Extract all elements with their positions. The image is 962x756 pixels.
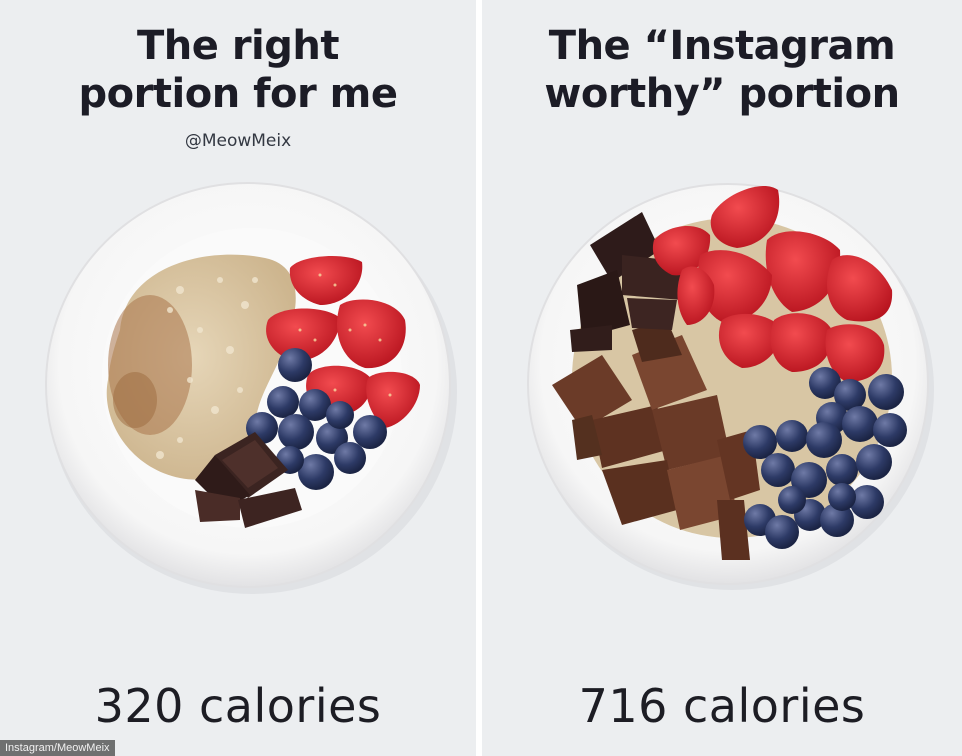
brownie-chunks bbox=[552, 320, 760, 560]
blueberries bbox=[246, 348, 387, 490]
right-calorie-count: 716 calories bbox=[578, 679, 866, 733]
strawberries bbox=[266, 256, 420, 428]
left-calorie-count: 320 calories bbox=[94, 679, 382, 733]
title-line-1: The “Instagram bbox=[548, 23, 896, 69]
chocolate-pieces bbox=[195, 432, 302, 528]
right-comparison-panel: The “Instagram worthy” portion 716 calor… bbox=[482, 0, 962, 756]
large-portion-bowl-photo bbox=[527, 183, 934, 590]
instagram-handle: @MeowMeix bbox=[184, 131, 292, 151]
title-line-1: The right bbox=[137, 23, 339, 69]
left-panel-title: The right portion for me bbox=[0, 22, 476, 118]
strawberries bbox=[652, 186, 893, 382]
title-line-2: portion for me bbox=[78, 71, 398, 117]
right-panel-title: The “Instagram worthy” portion bbox=[482, 22, 962, 118]
photo-credit: Instagram/MeowMeix bbox=[0, 740, 115, 756]
blueberries bbox=[743, 367, 907, 549]
title-line-2: worthy” portion bbox=[544, 71, 900, 117]
left-comparison-panel: The right portion for me @MeowMeix 320 c… bbox=[0, 0, 476, 756]
small-portion-bowl-photo bbox=[45, 182, 457, 594]
